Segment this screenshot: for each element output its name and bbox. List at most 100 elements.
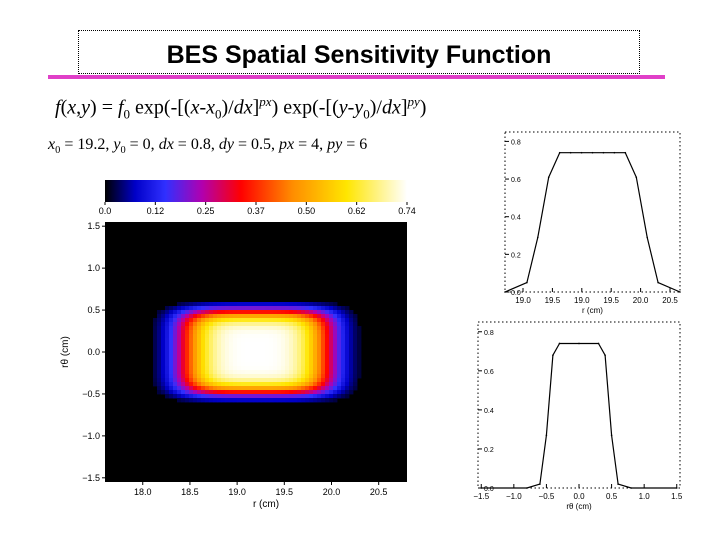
heatmap-cell bbox=[237, 362, 242, 367]
heatmap-cell bbox=[265, 354, 270, 359]
heatmap-cell bbox=[245, 366, 250, 371]
heatmap-cell bbox=[317, 330, 322, 335]
heatmap-cell bbox=[265, 338, 270, 343]
heatmap-cell bbox=[237, 310, 242, 315]
heatmap-cell bbox=[253, 326, 258, 331]
heatmap-cell bbox=[177, 338, 182, 343]
heatmap-cell bbox=[173, 374, 178, 379]
heatmap-cell bbox=[257, 374, 262, 379]
heatmap-cell bbox=[333, 354, 338, 359]
heatmap-cell bbox=[221, 362, 226, 367]
heatmap-cell bbox=[277, 314, 282, 319]
heatmap-cell bbox=[225, 310, 230, 315]
heatmap-cell bbox=[325, 334, 330, 339]
heatmap-cell bbox=[357, 346, 362, 351]
heatmap-cell bbox=[201, 330, 206, 335]
heatmap-y-tick-label: 0.5 bbox=[87, 305, 100, 315]
heatmap-cell bbox=[249, 322, 254, 327]
heatmap-cell bbox=[173, 314, 178, 319]
heatmap-cell bbox=[189, 386, 194, 391]
heatmap-cell bbox=[237, 394, 242, 399]
heatmap-cell bbox=[325, 386, 330, 391]
heatmap-cell bbox=[325, 362, 330, 367]
heatmap-cell bbox=[333, 382, 338, 387]
heatmap-cell bbox=[309, 370, 314, 375]
heatmap-cell bbox=[241, 382, 246, 387]
profile-x-tick-label: 0.5 bbox=[606, 492, 618, 501]
heatmap-cell bbox=[345, 366, 350, 371]
heatmap-cell bbox=[177, 366, 182, 371]
heatmap-cell bbox=[317, 394, 322, 399]
heatmap-cell bbox=[341, 378, 346, 383]
heatmap-cell bbox=[269, 350, 274, 355]
heatmap-cell bbox=[201, 334, 206, 339]
heatmap-cell bbox=[197, 394, 202, 399]
profile-point bbox=[526, 281, 528, 284]
heatmap-cell bbox=[333, 310, 338, 315]
heatmap-cell bbox=[305, 314, 310, 319]
heatmap-cell bbox=[169, 334, 174, 339]
heatmap-cell bbox=[329, 386, 334, 391]
heatmap-cell bbox=[245, 302, 250, 307]
heatmap-cell bbox=[301, 314, 306, 319]
heatmap-cell bbox=[249, 378, 254, 383]
heatmap-cell bbox=[309, 374, 314, 379]
heatmap-cell bbox=[185, 382, 190, 387]
heatmap-cell bbox=[153, 330, 158, 335]
heatmap-cell bbox=[201, 326, 206, 331]
heatmap-cell bbox=[341, 338, 346, 343]
heatmap-cell bbox=[329, 326, 334, 331]
heatmap-layer bbox=[105, 222, 407, 482]
heatmap-cell bbox=[225, 398, 230, 403]
heatmap-cell bbox=[229, 358, 234, 363]
heatmap-cell bbox=[257, 326, 262, 331]
heatmap-cell bbox=[349, 310, 354, 315]
heatmap-cell bbox=[345, 326, 350, 331]
heatmap-x-tick-label: 18.0 bbox=[134, 487, 152, 497]
heatmap-cell bbox=[161, 342, 166, 347]
heatmap-cell bbox=[189, 342, 194, 347]
profile-point bbox=[537, 236, 539, 239]
profile-point bbox=[504, 291, 506, 293]
heatmap-cell bbox=[281, 362, 286, 367]
heatmap-cell bbox=[269, 326, 274, 331]
heatmap-cell bbox=[225, 306, 230, 311]
heatmap-cell bbox=[357, 334, 362, 339]
heatmap-cell bbox=[233, 354, 238, 359]
heatmap-cell bbox=[173, 382, 178, 387]
heatmap-cell bbox=[357, 350, 362, 355]
colorbar-tick-label: 0.0 bbox=[99, 206, 112, 216]
heatmap-cell bbox=[169, 358, 174, 363]
heatmap-cell bbox=[249, 338, 254, 343]
heatmap-cell bbox=[185, 394, 190, 399]
heatmap-cell bbox=[257, 306, 262, 311]
heatmap-cell bbox=[225, 366, 230, 371]
heatmap-cell bbox=[333, 334, 338, 339]
heatmap-cell bbox=[293, 310, 298, 315]
heatmap-cell bbox=[249, 382, 254, 387]
heatmap-cell bbox=[313, 346, 318, 351]
heatmap-cell bbox=[325, 378, 330, 383]
heatmap-cell bbox=[257, 302, 262, 307]
heatmap-cell bbox=[165, 326, 170, 331]
heatmap-cell bbox=[309, 318, 314, 323]
heatmap-cell bbox=[333, 370, 338, 375]
heatmap-cell bbox=[285, 342, 290, 347]
heatmap-cell bbox=[217, 314, 222, 319]
heatmap-cell bbox=[161, 370, 166, 375]
heatmap-cell bbox=[353, 342, 358, 347]
heatmap-cell bbox=[257, 362, 262, 367]
heatmap-cell bbox=[341, 322, 346, 327]
heatmap-cell bbox=[317, 306, 322, 311]
heatmap-cell bbox=[337, 306, 342, 311]
heatmap-cell bbox=[289, 302, 294, 307]
heatmap-cell bbox=[193, 342, 198, 347]
heatmap-cell bbox=[185, 362, 190, 367]
heatmap-cell bbox=[161, 322, 166, 327]
heatmap-cell bbox=[301, 386, 306, 391]
profile-point bbox=[610, 434, 613, 437]
heatmap-cell bbox=[249, 342, 254, 347]
heatmap-cell bbox=[165, 338, 170, 343]
heatmap-cell bbox=[261, 394, 266, 399]
heatmap-cell bbox=[281, 342, 286, 347]
